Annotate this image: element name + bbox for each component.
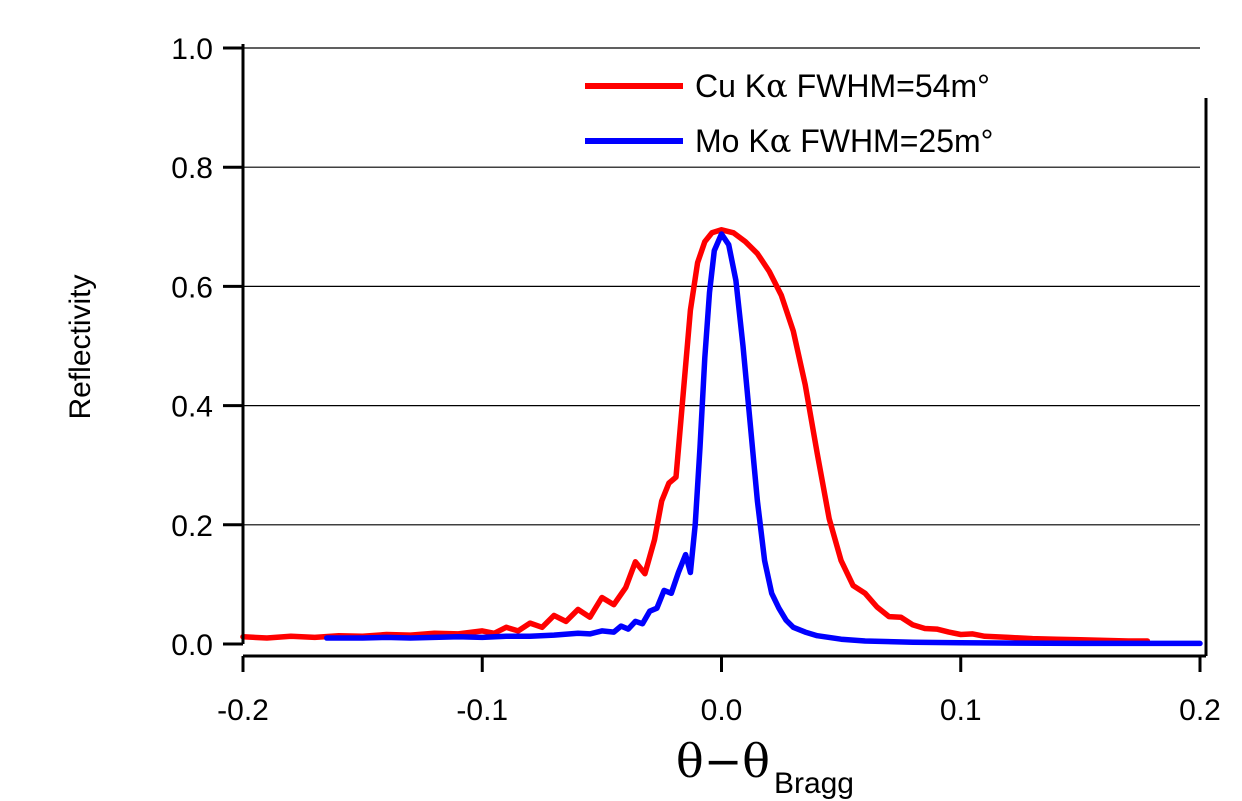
series-line-cu [240, 227, 1151, 644]
x-axis-label-main: θ−θ [676, 734, 770, 788]
x-tick-label-4: 0.2 [1179, 694, 1221, 727]
x-axis-label: θ−θ Bragg [676, 734, 854, 800]
y-tick-label-0: 0.0 [171, 629, 213, 662]
x-tick-label-2: 0.0 [701, 694, 743, 727]
y-tick-label-5: 1.0 [171, 33, 213, 66]
legend-label-1: Mo Kα FWHM=25m° [695, 122, 993, 160]
x-tick-label-0: -0.2 [217, 694, 269, 727]
tick-labels: 0.0 0.2 0.4 0.6 0.8 1.0 -0.2 -0.1 0.0 0.1 0.2 [171, 33, 1221, 727]
y-tick-label-1: 0.2 [171, 510, 213, 543]
y-tick-label-2: 0.4 [171, 391, 213, 424]
x-axis-label-subscript: Bragg [774, 767, 854, 800]
y-axis-label: Reflectivity [64, 274, 97, 419]
y-tick-label-3: 0.6 [171, 271, 213, 304]
series-lines [240, 227, 1203, 647]
legend: Cu Kα FWHM=54m° Mo Kα FWHM=25m° [585, 67, 993, 160]
grid-lines [243, 47, 1200, 526]
legend-label-0: Cu Kα FWHM=54m° [695, 67, 990, 105]
x-tick-label-1: -0.1 [456, 694, 508, 727]
x-tick-label-3: 0.1 [940, 694, 982, 727]
series-line-mo [323, 231, 1203, 647]
axes [241, 44, 1208, 658]
y-tick-label-4: 0.8 [171, 152, 213, 185]
